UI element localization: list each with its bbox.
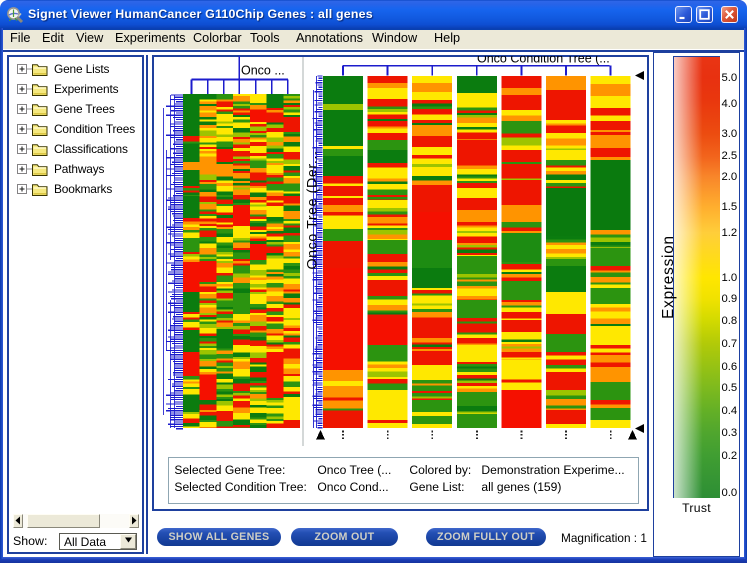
svg-text:Onco ...: Onco ... (241, 64, 285, 78)
svg-text:Onco Condition Tree (...: Onco Condition Tree (... (477, 56, 610, 66)
svg-text:Onco Tree (Der...: Onco Tree (Der... (305, 150, 321, 269)
